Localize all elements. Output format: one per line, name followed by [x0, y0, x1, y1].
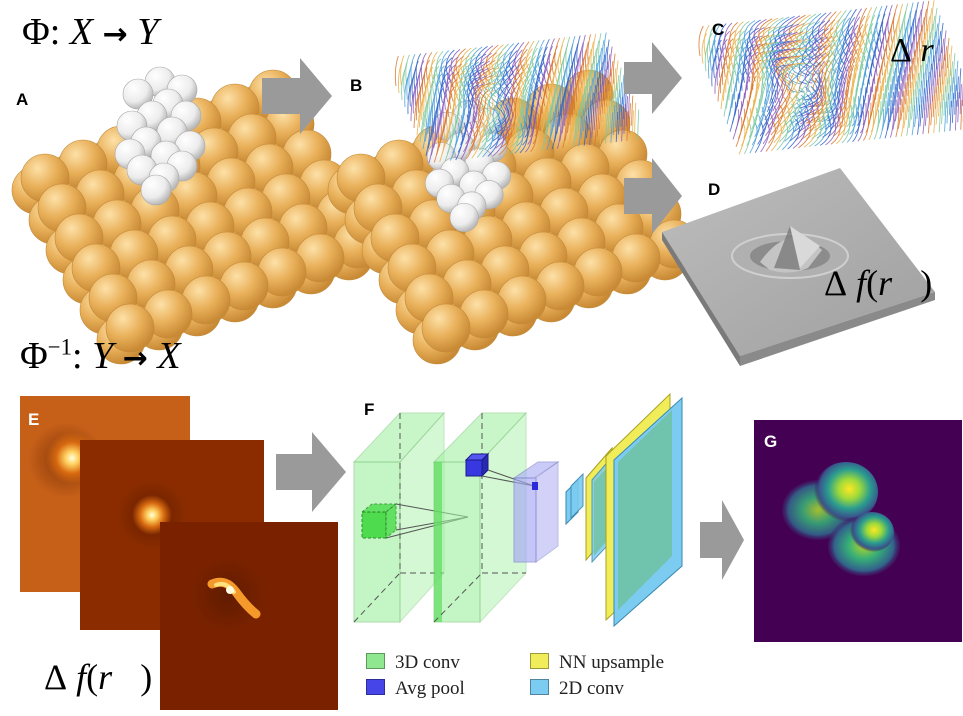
colon: :	[72, 335, 83, 377]
legend-label-3d-conv: 3D conv	[395, 652, 460, 673]
legend-swatch-nn-upsample	[530, 653, 549, 669]
forward-map-label: Φ: X → Y	[22, 10, 158, 54]
inverse-map-label: Φ−1: Y → X	[20, 334, 181, 378]
arrow-symbol: →	[102, 17, 128, 52]
arrow-a-to-b	[262, 58, 332, 134]
vector-field-c	[698, 0, 963, 155]
delta-f-label-e: Δ f(r⃗)	[44, 656, 152, 698]
panel-label-b: B	[350, 76, 363, 95]
panel-label-d: D	[708, 180, 721, 199]
upsample-plane-2	[605, 392, 683, 628]
legend-swatch-3d-conv	[366, 653, 385, 669]
arrow-f-to-g	[700, 500, 744, 580]
panel-label-a: A	[16, 90, 29, 109]
legend-swatch-avg-pool	[366, 679, 385, 695]
avg-pool-block	[512, 461, 560, 563]
legend-item-avg-pool: Avg pool	[366, 678, 465, 700]
r-vector: r⃗	[920, 32, 961, 69]
x-symbol: X	[157, 335, 181, 377]
freq-shift-surface	[662, 168, 935, 366]
colon: :	[49, 11, 61, 53]
panel-label-c: C	[712, 20, 725, 39]
legend-label-2d-conv: 2D conv	[559, 678, 624, 699]
arrow-symbol: →	[122, 341, 148, 376]
legend-swatch-2d-conv	[530, 679, 549, 695]
legend-item-nn-upsample: NN upsample	[530, 652, 664, 674]
r-vector: r⃗	[878, 263, 921, 303]
avg-pool-cube	[464, 452, 490, 478]
afm-image-stack	[20, 396, 338, 710]
prediction-image	[754, 420, 962, 642]
open-paren: (	[86, 657, 99, 697]
molecule-a	[114, 66, 206, 206]
conv3d-block-1	[352, 411, 446, 624]
y-symbol: Y	[92, 335, 114, 377]
delta-f-label-d: Δ f(r⃗)	[824, 262, 932, 304]
phi-symbol: Φ	[22, 11, 50, 53]
open-paren: (	[866, 263, 879, 303]
panel-label-g: G	[764, 432, 778, 451]
panel-label-e: E	[28, 410, 40, 429]
legend-label-nn-upsample: NN upsample	[559, 652, 665, 673]
conv3d-block-2	[432, 411, 528, 624]
inverse-exponent: −1	[47, 334, 73, 360]
phi-symbol: Φ	[20, 335, 48, 377]
f-symbol: f	[76, 657, 87, 697]
arrow-b-to-c	[624, 42, 682, 114]
legend-item-2d-conv: 2D conv	[530, 678, 624, 700]
delta-symbol: Δ	[890, 32, 912, 69]
close-paren: )	[140, 657, 153, 697]
arrow-e-to-f	[276, 432, 346, 512]
panel-label-f: F	[364, 400, 375, 419]
cnn-architecture	[352, 392, 683, 628]
legend-label-avg-pool: Avg pool	[395, 678, 465, 699]
r-vector: r⃗	[98, 657, 141, 697]
x-symbol: X	[69, 11, 94, 53]
vector-field-b	[394, 32, 640, 164]
arrow-b-to-d	[624, 158, 682, 234]
afm-image-3	[160, 522, 338, 710]
f-symbol: f	[856, 263, 867, 303]
delta-symbol: Δ	[44, 657, 68, 697]
y-symbol: Y	[137, 11, 159, 53]
close-paren: )	[920, 263, 933, 303]
legend-item-3d-conv: 3D conv	[366, 652, 460, 674]
delta-symbol: Δ	[824, 263, 848, 303]
conv2d-small	[565, 472, 584, 526]
delta-r-label: Δ r⃗	[890, 32, 960, 70]
conv3d-kernel-cube	[360, 502, 398, 540]
